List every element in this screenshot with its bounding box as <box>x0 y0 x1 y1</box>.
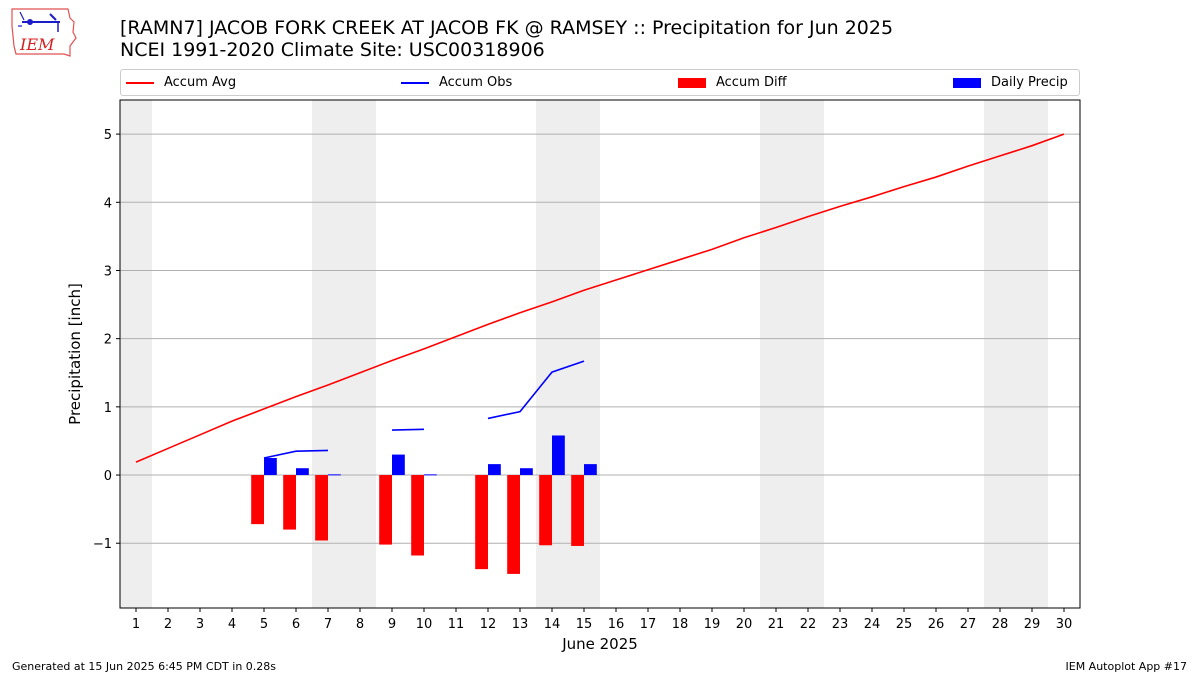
x-tick-label: 22 <box>800 617 817 632</box>
x-tick-label: 9 <box>388 617 396 632</box>
legend-label: Daily Precip <box>991 75 1068 90</box>
y-tick-label: 1 <box>104 401 112 416</box>
daily-precip-bar <box>520 468 533 476</box>
legend-swatch <box>126 81 154 84</box>
accum-diff-bar <box>507 475 520 574</box>
x-tick-label: 21 <box>768 617 785 632</box>
weekend-band <box>792 100 824 608</box>
x-tick-label: 16 <box>608 617 625 632</box>
legend-item-accum-obs: Accum Obs <box>401 70 512 95</box>
y-tick-label: −1 <box>93 537 112 552</box>
legend-item-accum-avg: Accum Avg <box>126 70 236 95</box>
weekend-band <box>1016 100 1048 608</box>
legend: Accum Avg Accum Obs Accum Diff Daily Pre… <box>120 69 1080 96</box>
x-tick-label: 14 <box>544 617 561 632</box>
x-tick-label: 27 <box>960 617 977 632</box>
weekend-band <box>344 100 376 608</box>
x-tick-label: 19 <box>704 617 721 632</box>
x-tick-label: 18 <box>672 617 689 632</box>
daily-precip-bar <box>392 454 405 476</box>
footer-generated: Generated at 15 Jun 2025 6:45 PM CDT in … <box>12 660 277 673</box>
accum-diff-bar <box>475 475 488 570</box>
x-tick-label: 30 <box>1056 617 1073 632</box>
x-tick-label: 23 <box>832 617 849 632</box>
legend-swatch <box>678 77 706 88</box>
accum-diff-bar <box>539 475 552 546</box>
x-tick-label: 4 <box>228 617 236 632</box>
accum-diff-bar <box>283 475 296 530</box>
x-tick-label: 29 <box>1024 617 1041 632</box>
chart-title: [RAMN7] JACOB FORK CREEK AT JACOB FK @ R… <box>120 17 894 39</box>
daily-precip-bar <box>488 464 501 476</box>
legend-swatch <box>953 77 981 88</box>
daily-precip-bar <box>296 468 309 476</box>
accum-avg-line <box>135 133 1065 463</box>
x-tick-label: 2 <box>164 617 172 632</box>
logo-text: IEM <box>19 35 55 54</box>
daily-precip-bar <box>328 474 341 476</box>
x-tick-label: 15 <box>576 617 593 632</box>
footer-app: IEM Autoplot App #17 <box>1065 660 1188 673</box>
legend-item-accum-diff: Accum Diff <box>678 70 787 95</box>
weekend-band <box>760 100 792 608</box>
accum-obs-line <box>487 360 585 420</box>
x-tick-label: 3 <box>196 617 204 632</box>
x-tick-label: 26 <box>928 617 945 632</box>
chart-subtitle: NCEI 1991-2020 Climate Site: USC00318906 <box>120 39 545 61</box>
x-tick-label: 10 <box>416 617 433 632</box>
accum-diff-bar <box>379 475 392 545</box>
x-tick-label: 11 <box>448 617 465 632</box>
accum-diff-bar <box>251 475 264 525</box>
x-tick-label: 12 <box>480 617 497 632</box>
legend-label: Accum Diff <box>716 75 787 90</box>
x-tick-label: 7 <box>324 617 332 632</box>
x-tick-label: 1 <box>132 617 140 632</box>
x-tick-label: 6 <box>292 617 300 632</box>
x-tick-label: 24 <box>864 617 881 632</box>
weekend-band <box>984 100 1016 608</box>
accum-diff-bar <box>571 475 584 546</box>
daily-precip-bar <box>264 457 277 476</box>
x-tick-label: 17 <box>640 617 657 632</box>
iem-logo: IEM <box>11 8 77 57</box>
accum-obs-line <box>391 428 425 431</box>
x-tick-label: 8 <box>356 617 364 632</box>
x-tick-label: 20 <box>736 617 753 632</box>
y-tick-label: 4 <box>104 196 112 211</box>
daily-precip-bar <box>584 464 597 476</box>
y-tick-label: 2 <box>104 333 112 348</box>
legend-label: Accum Avg <box>164 75 237 90</box>
y-tick-label: 5 <box>104 128 112 143</box>
daily-precip-bar <box>424 474 437 476</box>
y-tick-label: 0 <box>104 469 112 484</box>
x-axis-label: June 2025 <box>561 635 638 653</box>
x-tick-label: 5 <box>260 617 268 632</box>
x-tick-label: 25 <box>896 617 913 632</box>
y-tick-label: 3 <box>104 264 112 279</box>
plot-frame <box>119 99 1081 609</box>
legend-item-daily-precip: Daily Precip <box>953 70 1068 95</box>
accum-diff-bar <box>315 475 328 541</box>
daily-precip-bar <box>552 435 565 476</box>
y-axis-label: Precipitation [inch] <box>66 283 84 425</box>
accum-diff-bar <box>411 475 424 556</box>
x-tick-label: 28 <box>992 617 1009 632</box>
x-tick-label: 13 <box>512 617 529 632</box>
weekend-band <box>120 100 152 608</box>
legend-swatch <box>401 81 429 84</box>
legend-label: Accum Obs <box>439 75 513 90</box>
accum-obs-line <box>263 449 329 459</box>
